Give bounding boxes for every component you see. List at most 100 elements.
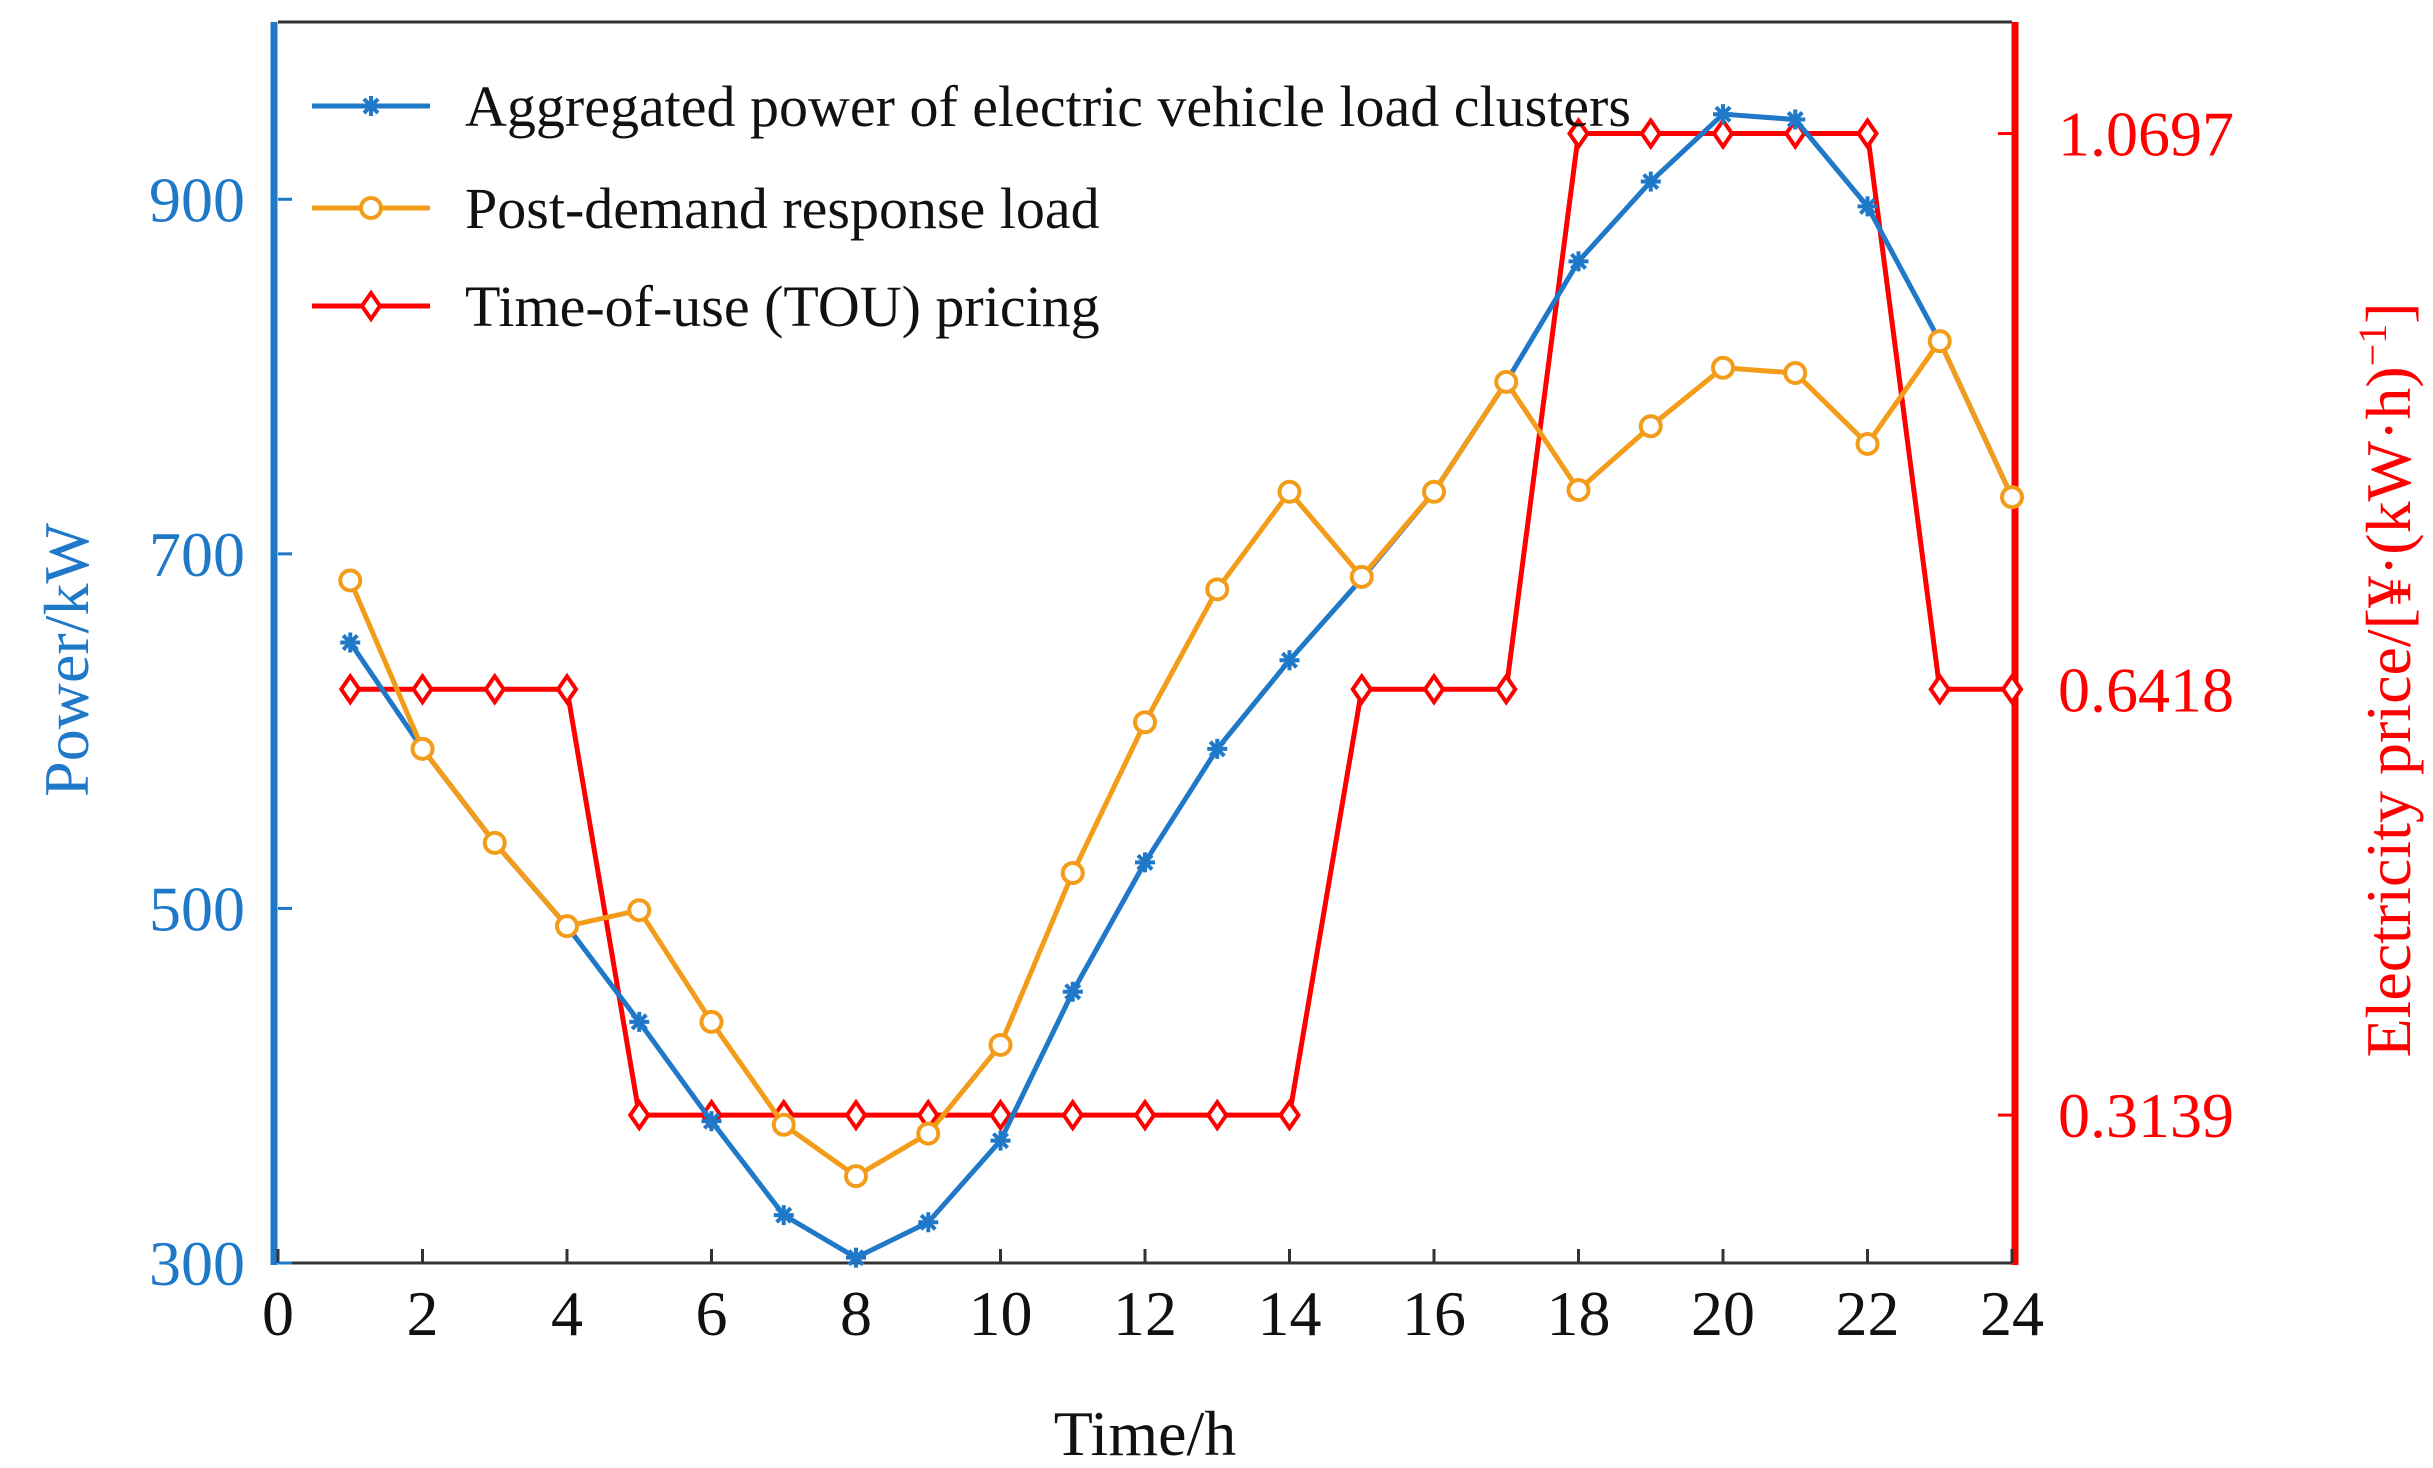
post-demand-load-point [988, 1032, 1013, 1057]
tou-pricing-point [1350, 672, 1374, 706]
y-left-tick-label: 700 [149, 519, 245, 590]
tou-pricing-point [1928, 672, 1952, 706]
tou-pricing-point [989, 1098, 1012, 1132]
aggregated-power-line [348, 111, 2015, 1261]
post-demand-load-point [1855, 431, 1880, 456]
ticks: 0 2 4 6 8 10 12 14 16 18 20 22 243005007009000.31390… [149, 99, 2234, 1349]
tou-pricing-point [627, 1098, 651, 1132]
x-tick-label: 4 [551, 1278, 583, 1349]
y-left-tick-label: 500 [149, 873, 245, 944]
post-demand-load-point [699, 1009, 724, 1034]
post-demand-load-point [1133, 710, 1157, 735]
aggregated-power-point [990, 1130, 1011, 1151]
aggregated-power-point [629, 1011, 650, 1032]
aggregated-power-point [1785, 109, 1806, 130]
legend-marker-tou-pricing [359, 289, 383, 323]
post-demand-load-point [555, 914, 579, 939]
legend: Aggregated power of electric vehicle loa… [312, 74, 1631, 339]
x-tick-label: 20 [1691, 1278, 1755, 1349]
tou-pricing-point [411, 672, 434, 706]
tou-pricing-point [1205, 1098, 1229, 1132]
post-demand-load-point [338, 568, 363, 593]
post-demand-load-point [1277, 479, 1302, 504]
aggregated-power-point [1640, 171, 1661, 192]
post-demand-load-point [916, 1121, 941, 1146]
post-demand-load-point [627, 898, 652, 923]
tou-pricing-point [1061, 1098, 1085, 1132]
tou-pricing-point [483, 672, 507, 706]
aggregated-power-point [340, 632, 361, 653]
post-demand-load-point [1060, 860, 1085, 885]
aggregated-power-point [1857, 196, 1878, 217]
post-demand-load-point [1711, 355, 1735, 380]
post-demand-load-point [771, 1112, 796, 1137]
y-left-tick-label: 900 [149, 164, 245, 235]
aggregated-power-point [1713, 104, 1733, 125]
series-tou-pricing [338, 117, 2024, 1132]
post-demand-load-point [1205, 577, 1230, 602]
tou-pricing-point [844, 1098, 868, 1132]
aggregated-power-point [1062, 981, 1083, 1002]
right-axis-label-close: ] [2353, 302, 2424, 323]
legend-label-aggregated: Aggregated power of electric vehicle loa… [465, 74, 1631, 139]
tou-pricing-point [1639, 117, 1663, 151]
post-demand-load-point [1638, 414, 1663, 439]
aggregated-power-point [1568, 251, 1589, 272]
x-tick-label: 10 [969, 1278, 1033, 1349]
right-axis-label: Electricity price/[¥·(kW·h)−1] [2350, 302, 2424, 1057]
legend-marker-symbol [359, 289, 383, 323]
tou-pricing-point [1494, 672, 1518, 706]
right-axis-label-main: Electricity price/[¥·(kW·h) [2353, 366, 2424, 1057]
series-post-demand-load [338, 329, 2024, 1189]
post-demand-load-point [1927, 329, 1952, 354]
tou-pricing-line [350, 131, 2012, 1118]
x-axis-label: Time/h [1054, 1398, 1237, 1468]
tou-pricing-point [1856, 117, 1879, 151]
post-demand-load-point [410, 736, 435, 761]
x-tick-label: 8 [840, 1278, 872, 1349]
x-tick-label: 24 [1980, 1278, 2044, 1349]
tou-pricing-point [1567, 117, 1590, 151]
legend-marker-aggregated [361, 96, 381, 116]
aggregated-power-point [1135, 852, 1155, 873]
aggregated-power-point [846, 1247, 866, 1268]
aggregated-power-point [918, 1212, 939, 1233]
post-demand-load-point [1783, 361, 1808, 386]
x-tick-label: 14 [1258, 1278, 1322, 1349]
tou-pricing-point [338, 672, 362, 706]
x-tick-label: 18 [1547, 1278, 1611, 1349]
tou-pricing-point [1711, 117, 1735, 151]
x-tick-label: 0 [262, 1278, 294, 1349]
legend-marker-symbol [359, 196, 383, 220]
tou-pricing-point [1133, 1098, 1157, 1132]
x-tick-label: 12 [1113, 1278, 1177, 1349]
aggregated-power-point [1207, 738, 1228, 759]
series-group [338, 104, 2024, 1268]
left-axis-label: Power/kW [31, 523, 102, 797]
x-tick-label: 6 [696, 1278, 728, 1349]
y-right-tick-label: 0.3139 [2058, 1080, 2234, 1151]
legend-label-post-demand: Post-demand response load [465, 176, 1100, 241]
y-right-tick-label: 1.0697 [2058, 99, 2234, 170]
y-left-tick-label: 300 [149, 1228, 245, 1299]
post-demand-load-point [1422, 479, 1446, 504]
legend-label-tou-pricing: Time-of-use (TOU) pricing [465, 274, 1100, 339]
post-demand-load-point [1349, 564, 1374, 589]
post-demand-load-point [1566, 478, 1591, 503]
right-axis-label-exponent: −1 [2350, 324, 2395, 367]
tou-pricing-point [555, 672, 579, 706]
aggregated-power-point [1279, 650, 1300, 671]
tou-pricing-point [1278, 1098, 1301, 1132]
post-demand-load-point [2000, 485, 2024, 510]
y-right-tick-label: 0.6418 [2058, 654, 2234, 725]
aggregated-power-point [701, 1111, 722, 1132]
legend-marker-symbol [361, 96, 381, 116]
x-tick-label: 16 [1402, 1278, 1466, 1349]
post-demand-load-line [347, 338, 2015, 1179]
x-tick-label: 22 [1836, 1278, 1900, 1349]
tou-pricing-point [2000, 672, 2024, 706]
post-demand-load-point [1494, 369, 1519, 394]
post-demand-load-point [844, 1164, 868, 1189]
legend-marker-post-demand [359, 196, 383, 220]
